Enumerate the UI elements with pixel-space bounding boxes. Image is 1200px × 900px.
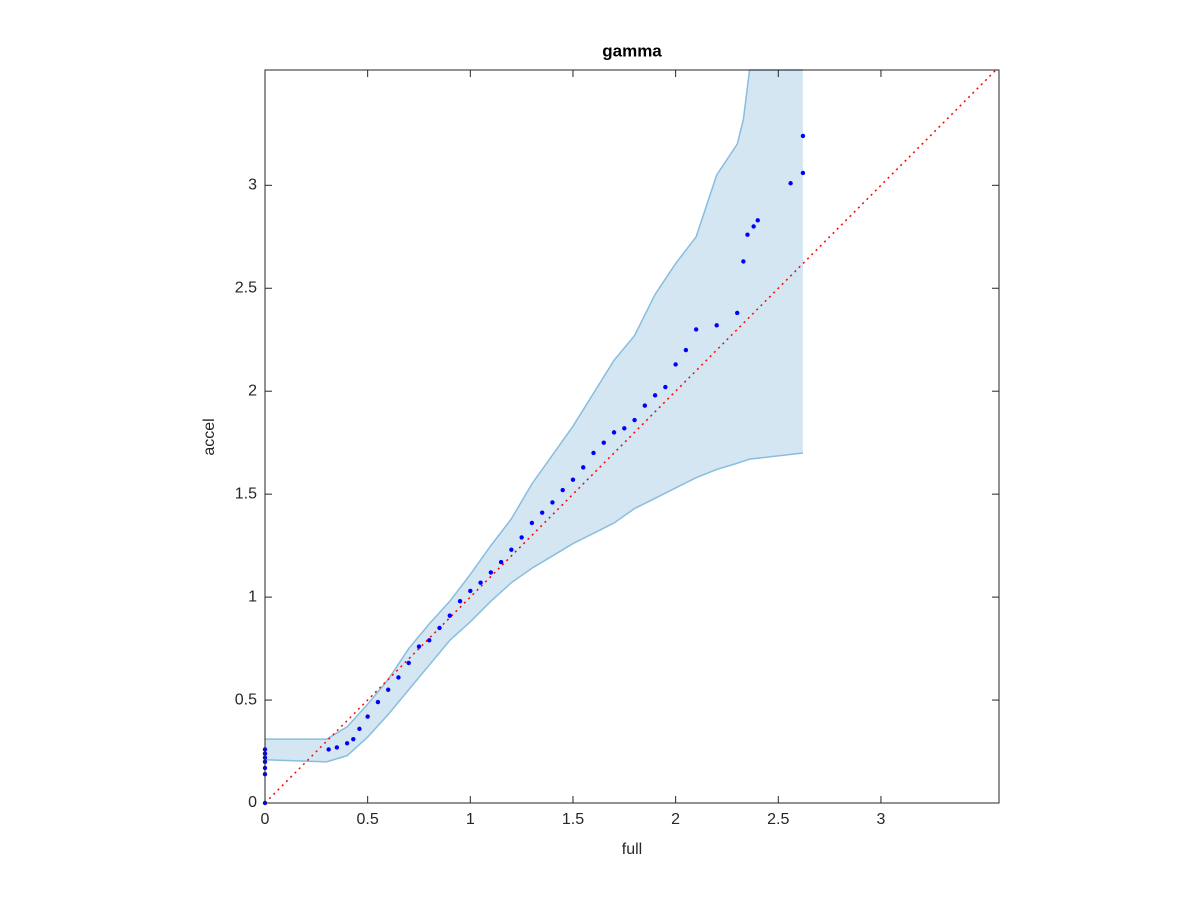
x-tick-label: 2.5 [767,811,789,828]
point [488,570,494,575]
y-tick-label: 1 [248,588,257,605]
point [447,613,452,618]
point [351,736,356,742]
point [427,638,432,643]
y-tick-label: 3 [248,177,257,194]
point [788,181,793,186]
point [622,426,627,431]
x-tick-label: 2 [671,811,680,828]
x-tick-label: 1.5 [562,811,584,828]
point [457,599,463,604]
x-tick-label: 0 [261,811,270,828]
point [663,384,668,390]
point [326,747,331,752]
point [375,699,381,705]
point [570,477,576,482]
point [385,687,391,692]
band-lower [264,452,804,763]
point [406,660,411,666]
y-tick-label: 1.5 [235,485,257,502]
point [632,417,637,423]
point [478,580,483,585]
point [581,465,586,470]
y-tick-label: 0.5 [235,691,257,708]
point [468,588,473,594]
reference-line [264,69,997,804]
point [601,440,606,445]
point [683,347,689,353]
x-tick-label: 0.5 [357,811,379,828]
y-tick-label: 0 [248,794,257,811]
point [611,430,617,435]
y-tick-label: 2.5 [235,279,257,296]
band-fill [265,70,803,762]
x-tick-label: 3 [876,811,885,828]
x-axis-label: full [622,841,642,858]
point [550,500,555,505]
point [800,170,806,176]
point [437,625,442,631]
y-axis-label: accel [201,418,218,455]
point [365,714,370,719]
point [741,259,746,264]
point [591,450,596,456]
point [509,547,514,552]
x-tick-label: 1 [466,811,475,828]
point [800,133,806,139]
point [560,487,565,493]
point [693,327,699,332]
point [751,224,756,229]
point [745,232,750,237]
point [755,218,760,223]
chart-title: gamma [602,41,662,60]
point [673,362,678,367]
point [539,510,545,515]
axes-box [264,69,1000,804]
y-tick-label: 2 [248,382,257,399]
point [519,535,524,540]
point [416,644,422,649]
point [714,323,719,328]
point [735,310,740,316]
point [498,559,504,565]
point [396,675,401,680]
point [529,520,535,526]
point [357,726,362,732]
point [344,741,350,746]
point [642,403,648,408]
point [652,393,658,398]
point [334,745,340,750]
